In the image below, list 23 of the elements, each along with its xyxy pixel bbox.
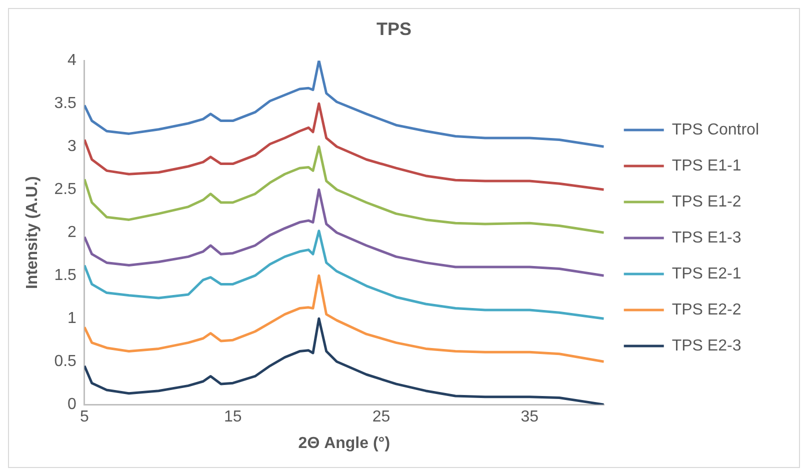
x-tick-label: 5 <box>80 408 89 426</box>
y-tick-label: 2 <box>68 224 77 242</box>
legend-label: TPS E1-3 <box>672 229 742 246</box>
x-tick-label: 25 <box>372 408 390 426</box>
legend-label: TPS E1-2 <box>672 193 742 210</box>
y-tick-label: 3.5 <box>54 95 77 112</box>
y-tick-label: 1.5 <box>54 267 77 284</box>
y-tick-label: 4 <box>68 52 77 70</box>
x-tick-label: 35 <box>520 408 539 426</box>
x-tick-label: 15 <box>224 408 242 426</box>
y-tick-label: 0.5 <box>54 353 77 370</box>
y-tick-label: 0 <box>68 396 77 414</box>
x-axis-title: 2Θ Angle (°) <box>298 434 390 452</box>
legend-label: TPS E2-1 <box>672 265 742 282</box>
y-axis-title: Intensity (A.U.) <box>24 176 42 290</box>
legend-label: TPS E2-2 <box>672 301 742 318</box>
y-tick-label: 3 <box>68 138 77 156</box>
legend-label: TPS E1-1 <box>672 157 742 174</box>
y-tick-label: 2.5 <box>54 181 77 198</box>
legend-label: TPS Control <box>672 121 759 138</box>
y-tick-label: 1 <box>68 310 77 328</box>
legend-label: TPS E2-3 <box>672 337 742 354</box>
chart-title: TPS <box>376 18 412 39</box>
